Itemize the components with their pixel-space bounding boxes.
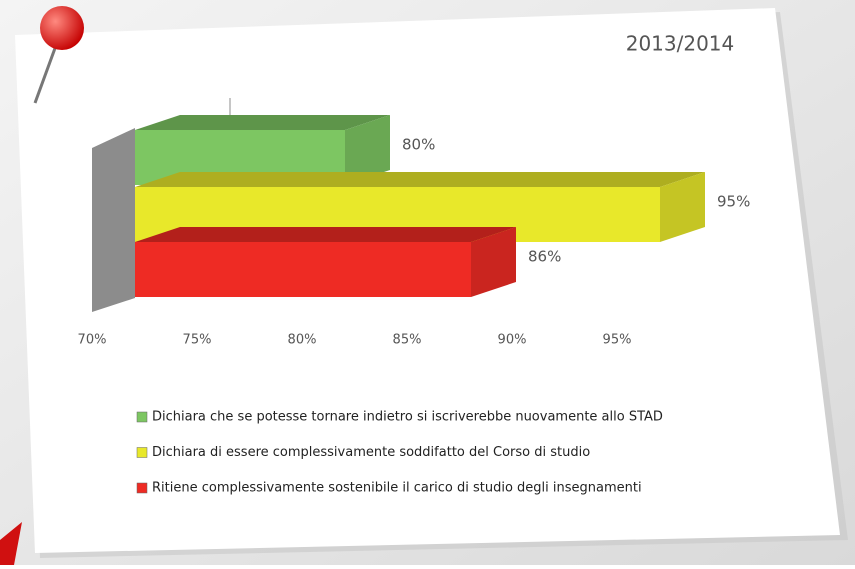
legend-swatch xyxy=(137,483,147,493)
x-tick-label: 85% xyxy=(393,333,422,348)
x-tick-label: 80% xyxy=(288,333,317,348)
chart-wall xyxy=(92,128,135,312)
legend-swatch xyxy=(137,448,147,458)
legend-swatch xyxy=(137,412,147,422)
legend-label: Dichiara di essere complessivamente sodd… xyxy=(152,445,590,460)
slide: 2013/2014 70% 75% 80% 85% 90% 95% 80% Dichiara … xyxy=(0,0,855,565)
chart-title: 2013/2014 xyxy=(626,32,735,56)
legend-label: Dichiara che se potesse tornare indietro… xyxy=(152,410,663,425)
x-tick-label: 75% xyxy=(183,333,212,348)
data-label: 86% xyxy=(528,248,561,266)
bar-top xyxy=(135,172,705,187)
pin-head xyxy=(40,6,84,50)
data-label: 80% xyxy=(402,136,435,154)
x-tick-label: 90% xyxy=(498,333,527,348)
x-tick-label: 95% xyxy=(603,333,632,348)
legend-label: Ritiene complessivamente sostenibile il … xyxy=(152,481,642,496)
x-tick-label: 70% xyxy=(78,333,107,348)
data-label: 95% xyxy=(717,193,750,211)
bar-top xyxy=(135,227,516,242)
bar xyxy=(135,242,471,297)
